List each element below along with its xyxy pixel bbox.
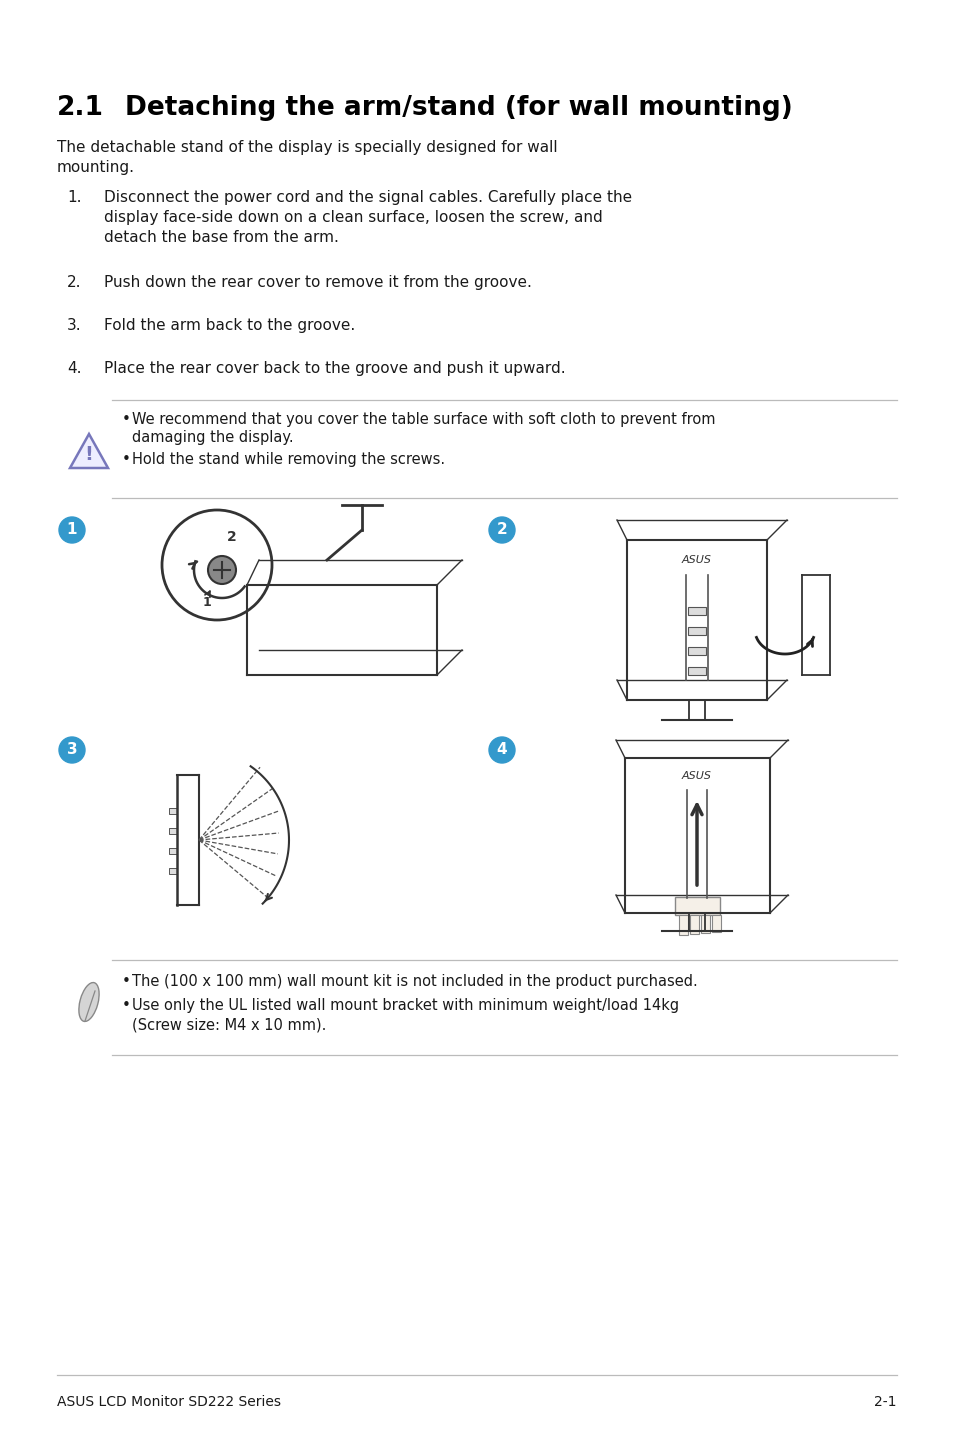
Text: Hold the stand while removing the screws.: Hold the stand while removing the screws… <box>132 452 445 467</box>
Text: 1: 1 <box>202 597 212 610</box>
Text: ASUS LCD Monitor SD222 Series: ASUS LCD Monitor SD222 Series <box>57 1395 281 1409</box>
Text: damaging the display.: damaging the display. <box>132 430 294 444</box>
Text: ASUS: ASUS <box>681 555 711 565</box>
Text: 4: 4 <box>497 742 507 758</box>
Bar <box>169 808 177 814</box>
Bar <box>169 848 177 854</box>
Bar <box>689 915 699 935</box>
Text: !: ! <box>85 446 93 464</box>
Text: Use only the UL listed wall mount bracket with minimum weight/load 14kg: Use only the UL listed wall mount bracke… <box>132 998 679 1012</box>
Circle shape <box>59 518 85 544</box>
Text: We recommend that you cover the table surface with soft cloth to prevent from: We recommend that you cover the table su… <box>132 413 715 427</box>
Text: •: • <box>122 452 131 467</box>
Text: 3.: 3. <box>67 318 82 334</box>
Text: 4.: 4. <box>67 361 81 375</box>
Circle shape <box>208 557 235 584</box>
Bar <box>711 915 720 932</box>
Text: (Screw size: M4 x 10 mm).: (Screw size: M4 x 10 mm). <box>132 1017 326 1032</box>
Circle shape <box>59 738 85 764</box>
Text: 3: 3 <box>67 742 77 758</box>
Text: Fold the arm back to the groove.: Fold the arm back to the groove. <box>104 318 355 334</box>
Circle shape <box>489 518 515 544</box>
Text: The (100 x 100 mm) wall mount kit is not included in the product purchased.: The (100 x 100 mm) wall mount kit is not… <box>132 974 697 989</box>
Text: •: • <box>122 413 131 427</box>
Bar <box>169 869 177 874</box>
Text: mounting.: mounting. <box>57 160 135 175</box>
Text: Push down the rear cover to remove it from the groove.: Push down the rear cover to remove it fr… <box>104 275 532 290</box>
Text: 1.: 1. <box>67 190 81 206</box>
Text: 2.1: 2.1 <box>57 95 104 121</box>
Bar <box>687 647 705 654</box>
Text: 2: 2 <box>497 522 507 538</box>
Bar <box>687 607 705 615</box>
Bar <box>169 828 177 834</box>
Text: •: • <box>122 998 131 1012</box>
Text: The detachable stand of the display is specially designed for wall: The detachable stand of the display is s… <box>57 139 558 155</box>
Text: detach the base from the arm.: detach the base from the arm. <box>104 230 338 244</box>
Bar <box>679 915 687 935</box>
Text: Place the rear cover back to the groove and push it upward.: Place the rear cover back to the groove … <box>104 361 565 375</box>
Ellipse shape <box>79 982 99 1021</box>
Text: Disconnect the power cord and the signal cables. Carefully place the: Disconnect the power cord and the signal… <box>104 190 632 206</box>
Text: •: • <box>122 974 131 989</box>
Text: 2: 2 <box>227 531 236 544</box>
Circle shape <box>489 738 515 764</box>
Bar <box>700 915 709 933</box>
Bar <box>687 627 705 636</box>
Text: display face-side down on a clean surface, loosen the screw, and: display face-side down on a clean surfac… <box>104 210 602 224</box>
Text: ASUS: ASUS <box>681 771 711 781</box>
Text: 2-1: 2-1 <box>874 1395 896 1409</box>
Bar <box>687 667 705 674</box>
Text: 2.: 2. <box>67 275 81 290</box>
Bar <box>675 897 720 915</box>
Text: Detaching the arm/stand (for wall mounting): Detaching the arm/stand (for wall mounti… <box>125 95 792 121</box>
Polygon shape <box>70 434 108 467</box>
Text: 1: 1 <box>67 522 77 538</box>
